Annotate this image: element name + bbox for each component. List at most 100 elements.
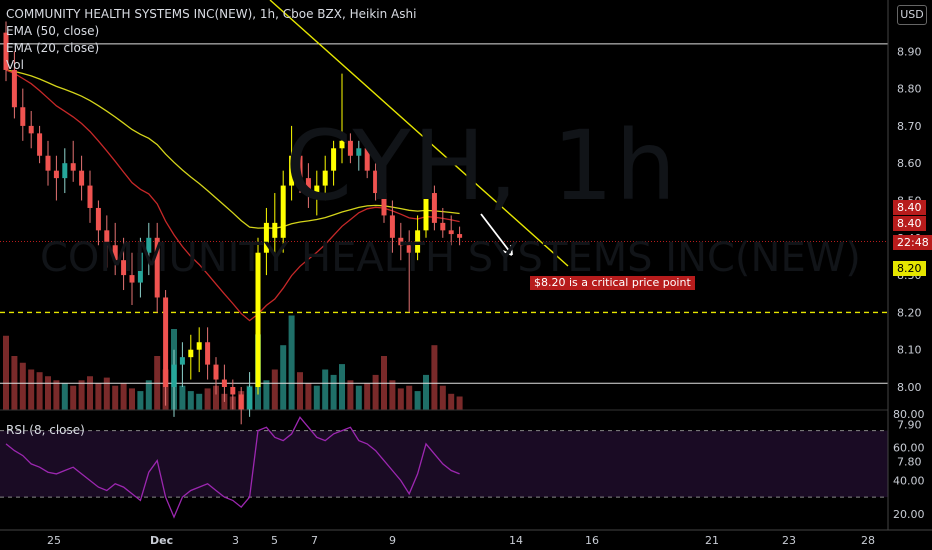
volume-bar xyxy=(112,385,119,410)
volume-bar xyxy=(137,391,144,410)
candle xyxy=(62,148,68,194)
candle xyxy=(314,170,320,216)
candle xyxy=(423,170,429,238)
price-tick-label: 8.80 xyxy=(897,83,922,96)
last-price-tag: 8.40 xyxy=(893,200,926,215)
volume-bar xyxy=(95,383,102,410)
volume-bar xyxy=(280,345,287,410)
candle xyxy=(381,185,387,223)
candle-body xyxy=(263,222,269,253)
candle-body xyxy=(45,155,51,171)
candle xyxy=(406,230,412,313)
legend-title[interactable]: COMMUNITY HEALTH SYSTEMS INC(NEW), 1h, C… xyxy=(6,7,417,21)
candle xyxy=(20,88,26,141)
volume-bar xyxy=(313,385,320,410)
volume-bar xyxy=(145,380,152,410)
rsi-tick-label: 80.00 xyxy=(893,408,925,421)
candle-body xyxy=(95,207,101,231)
candle xyxy=(373,163,379,201)
candle xyxy=(230,379,236,410)
candle-body xyxy=(255,252,261,387)
candle-body xyxy=(179,357,185,365)
candle-body xyxy=(213,364,219,380)
candle xyxy=(196,327,202,373)
candle-body xyxy=(163,297,169,387)
company-watermark: COMMUNITY HEALTH SYSTEMS INC(NEW) xyxy=(40,235,861,281)
legend-ema50[interactable]: EMA (50, close) xyxy=(6,24,100,38)
candle xyxy=(37,125,43,164)
candle xyxy=(331,140,337,186)
volume-bar xyxy=(414,391,421,410)
arrow-head xyxy=(502,244,513,256)
candle-body xyxy=(289,155,295,186)
candle-body xyxy=(356,148,362,156)
time-tick-label: 16 xyxy=(585,534,599,547)
volume-bar xyxy=(389,380,396,410)
candle xyxy=(356,140,362,171)
candle xyxy=(255,237,261,395)
rsi-tick-label: 60.00 xyxy=(893,441,925,454)
candle-body xyxy=(322,170,328,186)
drawings[interactable] xyxy=(269,0,569,267)
candle-body xyxy=(37,133,43,156)
candle xyxy=(364,140,370,179)
volume-bar xyxy=(70,385,77,410)
candle xyxy=(28,110,34,149)
candle-body xyxy=(146,237,152,253)
currency-button[interactable]: USD xyxy=(897,5,927,25)
candle-body xyxy=(112,245,118,261)
legend-ema20[interactable]: EMA (20, close) xyxy=(6,41,100,55)
candle xyxy=(347,133,353,164)
volume-bar xyxy=(263,380,270,410)
candle xyxy=(79,155,85,201)
price-tick-label: 8.20 xyxy=(897,306,922,319)
candle-body xyxy=(129,275,135,283)
time-tick-label: 28 xyxy=(861,534,875,547)
descending-trendline xyxy=(269,0,569,267)
candle-body xyxy=(28,125,34,134)
legend-volume[interactable]: Vol xyxy=(6,58,24,72)
candle-body xyxy=(11,69,17,108)
candle-body xyxy=(3,32,9,70)
price-note-label[interactable]: $8.20 is a critical price point xyxy=(530,276,695,290)
candle xyxy=(289,125,295,201)
level-price-tag: 8.20 xyxy=(893,261,926,276)
candle xyxy=(95,200,101,246)
time-tick-label: 9 xyxy=(389,534,396,547)
candle xyxy=(238,387,244,425)
time-tick-label: Dec xyxy=(150,534,173,547)
last-price-tag-2: 8.40 xyxy=(893,216,926,231)
candle-body xyxy=(423,193,429,231)
rsi-legend[interactable]: RSI (8, close) xyxy=(6,423,85,437)
time-tick-label: 5 xyxy=(271,534,278,547)
candle-body xyxy=(457,234,463,238)
volume-bar xyxy=(364,383,371,410)
candle-body xyxy=(280,185,286,238)
candle xyxy=(339,73,345,164)
volume-bar xyxy=(271,369,278,410)
candle xyxy=(188,334,194,380)
candle xyxy=(129,252,135,305)
candle-body xyxy=(406,245,412,253)
candle-body xyxy=(79,170,85,186)
candle-body xyxy=(398,237,404,246)
volume-bar xyxy=(3,335,9,410)
candle-body xyxy=(389,215,395,238)
price-tick-label: 8.10 xyxy=(897,344,922,357)
candle-body xyxy=(373,170,379,194)
time-tick-label: 21 xyxy=(705,534,719,547)
candle-body xyxy=(440,222,446,231)
volume-bar xyxy=(187,391,194,410)
price-tick-label: 7.80 xyxy=(897,456,922,469)
volume-bar xyxy=(179,385,186,410)
candle-body xyxy=(171,364,177,387)
rsi-tick-label: 20.00 xyxy=(893,508,925,521)
candle xyxy=(179,342,185,387)
rsi-pane xyxy=(0,416,888,519)
candle xyxy=(221,364,227,402)
candle-body xyxy=(381,193,387,216)
time-tick-label: 23 xyxy=(782,534,796,547)
candle-body xyxy=(431,193,437,223)
volume-bar xyxy=(305,383,312,410)
